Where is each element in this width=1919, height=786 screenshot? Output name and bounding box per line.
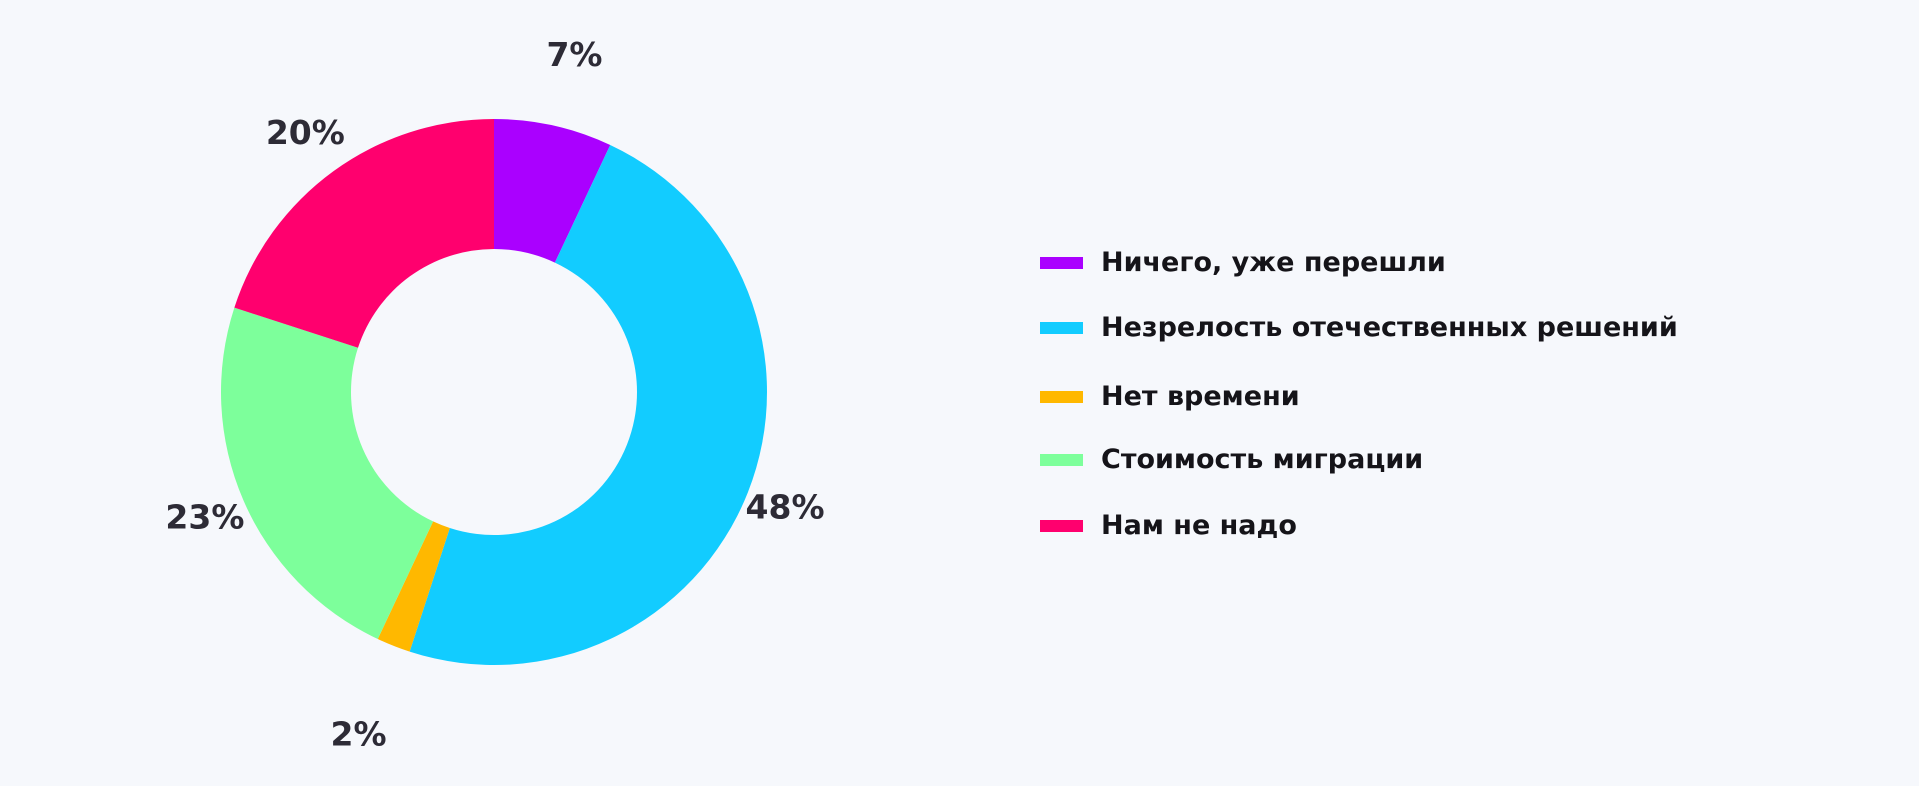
donut-slice: [377, 521, 450, 652]
legend-item: Незрелость отечественных решений: [1040, 311, 1678, 344]
slice-percent-label: 7%: [546, 35, 602, 74]
chart-legend: Ничего, уже перешли Незрелость отечествен…: [1040, 246, 1678, 575]
slice-labels: 7% 48% 2% 23% 20%: [165, 35, 824, 754]
donut-slice: [221, 307, 434, 640]
legend-item: Ничего, уже перешли: [1040, 246, 1678, 279]
donut-slices: [221, 119, 768, 666]
legend-label: Стоимость миграции: [1101, 444, 1424, 475]
legend-label: Нет времени: [1101, 381, 1300, 412]
donut-slice: [494, 119, 611, 263]
legend-label: Ничего, уже перешли: [1101, 247, 1446, 278]
slice-percent-label: 20%: [266, 113, 345, 152]
donut-slice: [409, 144, 768, 666]
slice-percent-label: 48%: [746, 488, 825, 527]
legend-swatch: [1040, 256, 1083, 269]
legend-swatch: [1040, 453, 1083, 466]
donut-slice: [234, 119, 494, 348]
legend-item: Стоимость миграции: [1040, 443, 1678, 476]
slice-percent-label: 2%: [331, 715, 387, 754]
legend-item: Нет времени: [1040, 380, 1678, 413]
legend-swatch: [1040, 519, 1083, 532]
legend-swatch: [1040, 321, 1083, 334]
legend-label: Нам не надо: [1101, 510, 1297, 541]
slice-percent-label: 23%: [165, 498, 244, 537]
legend-label: Незрелость отечественных решений: [1101, 312, 1678, 343]
legend-item: Нам не надо: [1040, 509, 1678, 542]
legend-swatch: [1040, 390, 1083, 403]
